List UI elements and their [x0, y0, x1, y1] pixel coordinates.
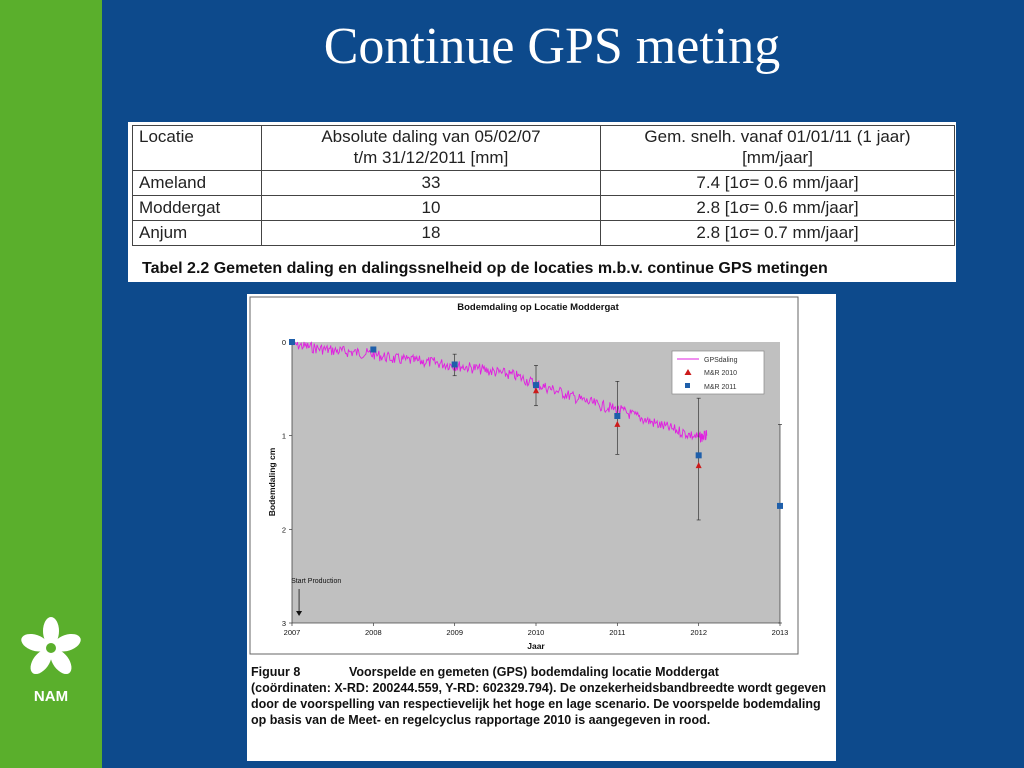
cell-snelheid: 7.4 [1σ= 0.6 mm/jaar]: [600, 170, 955, 196]
cell-snelheid: 2.8 [1σ= 0.6 mm/jaar]: [600, 195, 955, 221]
y-tick-label: 3: [282, 619, 286, 628]
header-absolute-daling: Absolute daling van 05/02/07 t/m 31/12/20…: [261, 125, 601, 171]
header-absolute-daling-line1: Absolute daling van 05/02/07: [321, 127, 541, 146]
mr2010-point: [614, 420, 621, 427]
subsidence-chart: Bodemdaling op Locatie Moddergat 2007 200…: [249, 296, 799, 655]
cell-snelheid: 2.8 [1σ= 0.7 mm/jaar]: [600, 220, 955, 246]
chart-panel: Bodemdaling op Locatie Moddergat 2007 200…: [247, 294, 836, 761]
mr2011-point: [370, 346, 377, 353]
y-tick-label: 2: [282, 525, 286, 534]
table-panel: Locatie Absolute daling van 05/02/07 t/m …: [128, 122, 956, 282]
chart-legend: GPSdaling M&R 2010 M&R 2011: [671, 350, 765, 395]
x-axis-ticks: 2007 2008 2009 2010 2011 2012 2013: [284, 622, 789, 637]
table-row: Anjum 18 2.8 [1σ= 0.7 mm/jaar]: [132, 220, 955, 246]
cell-locatie: Ameland: [132, 170, 262, 196]
sidebar: NAM: [0, 0, 102, 768]
nam-logo-icon: [21, 617, 81, 675]
series-layer: [289, 339, 783, 624]
mr2010-point: [695, 462, 702, 469]
cell-locatie: Anjum: [132, 220, 262, 246]
y-tick-label: 0: [282, 338, 286, 347]
figure-label: Figuur 8: [251, 665, 301, 679]
y-axis-ticks: 0 1 2 3: [282, 338, 293, 628]
legend-mr2010-swatch: [684, 369, 692, 375]
header-gem-snelheid-line2: [mm/jaar]: [742, 148, 813, 167]
legend-mr2010-label: M&R 2010: [704, 370, 737, 377]
figure-caption-rest: (coördinaten: X-RD: 200244.559, Y-RD: 60…: [251, 681, 826, 727]
start-production-label: Start Production: [291, 578, 341, 585]
y-tick-label: 1: [282, 432, 286, 441]
gps-series-line: [291, 341, 708, 443]
legend-mr2011-label: M&R 2011: [704, 384, 737, 391]
header-locatie-label: Locatie: [139, 127, 194, 146]
x-tick-label: 2012: [690, 628, 707, 637]
slide-main: Continue GPS meting Locatie Absolute dal…: [102, 0, 1024, 768]
header-gem-snelheid-line1: Gem. snelh. vanaf 01/01/11 (1 jaar): [644, 127, 911, 146]
mr2011-point: [289, 339, 295, 345]
table-row: Moddergat 10 2.8 [1σ= 0.6 mm/jaar]: [132, 195, 955, 221]
legend-mr2011-swatch: [685, 383, 690, 388]
x-tick-label: 2009: [446, 628, 463, 637]
mr2011-point: [777, 502, 783, 509]
cell-absolute-daling: 33: [261, 170, 601, 196]
mr2011-point: [533, 382, 539, 389]
x-tick-label: 2008: [365, 628, 382, 637]
cell-absolute-daling: 18: [261, 220, 601, 246]
x-tick-label: 2010: [528, 628, 545, 637]
y-axis-label: Bodemdaling cm: [267, 447, 277, 516]
mr2011-point: [451, 361, 458, 368]
brand-label: NAM: [33, 688, 69, 705]
mr2011-point: [614, 412, 621, 419]
chart-title: Bodemdaling op Locatie Moddergat: [457, 302, 619, 313]
table-caption: Tabel 2.2 Gemeten daling en dalingssnelh…: [142, 260, 828, 277]
cell-locatie: Moddergat: [132, 195, 262, 221]
table-row: Ameland 33 7.4 [1σ= 0.6 mm/jaar]: [132, 170, 955, 196]
legend-gps-label: GPSdaling: [704, 357, 738, 364]
header-gem-snelheid: Gem. snelh. vanaf 01/01/11 (1 jaar) [mm/j…: [600, 125, 955, 171]
mr2010-point: [533, 387, 539, 394]
cell-absolute-daling: 10: [261, 195, 601, 221]
annotation-layer: Start Production: [291, 578, 341, 616]
figure-caption-first: Voorspelde en gemeten (GPS) bodemdaling …: [349, 665, 719, 679]
slide-title: Continue GPS meting: [323, 18, 781, 75]
header-locatie: Locatie: [132, 125, 262, 171]
x-axis-label: Jaar: [527, 641, 545, 651]
table-header-row: Locatie Absolute daling van 05/02/07 t/m …: [132, 125, 955, 171]
header-absolute-daling-line2: t/m 31/12/2011 [mm]: [353, 148, 509, 167]
x-tick-label: 2013: [772, 628, 789, 637]
x-tick-label: 2007: [284, 628, 301, 637]
start-production-arrowhead: [296, 611, 303, 616]
subsidence-table: Locatie Absolute daling van 05/02/07 t/m …: [132, 125, 955, 246]
x-tick-label: 2011: [609, 628, 625, 637]
mr2011-point: [695, 452, 702, 459]
figure-caption: Figuur 8 Voorspelde en gemeten (GPS) bode…: [251, 664, 831, 728]
